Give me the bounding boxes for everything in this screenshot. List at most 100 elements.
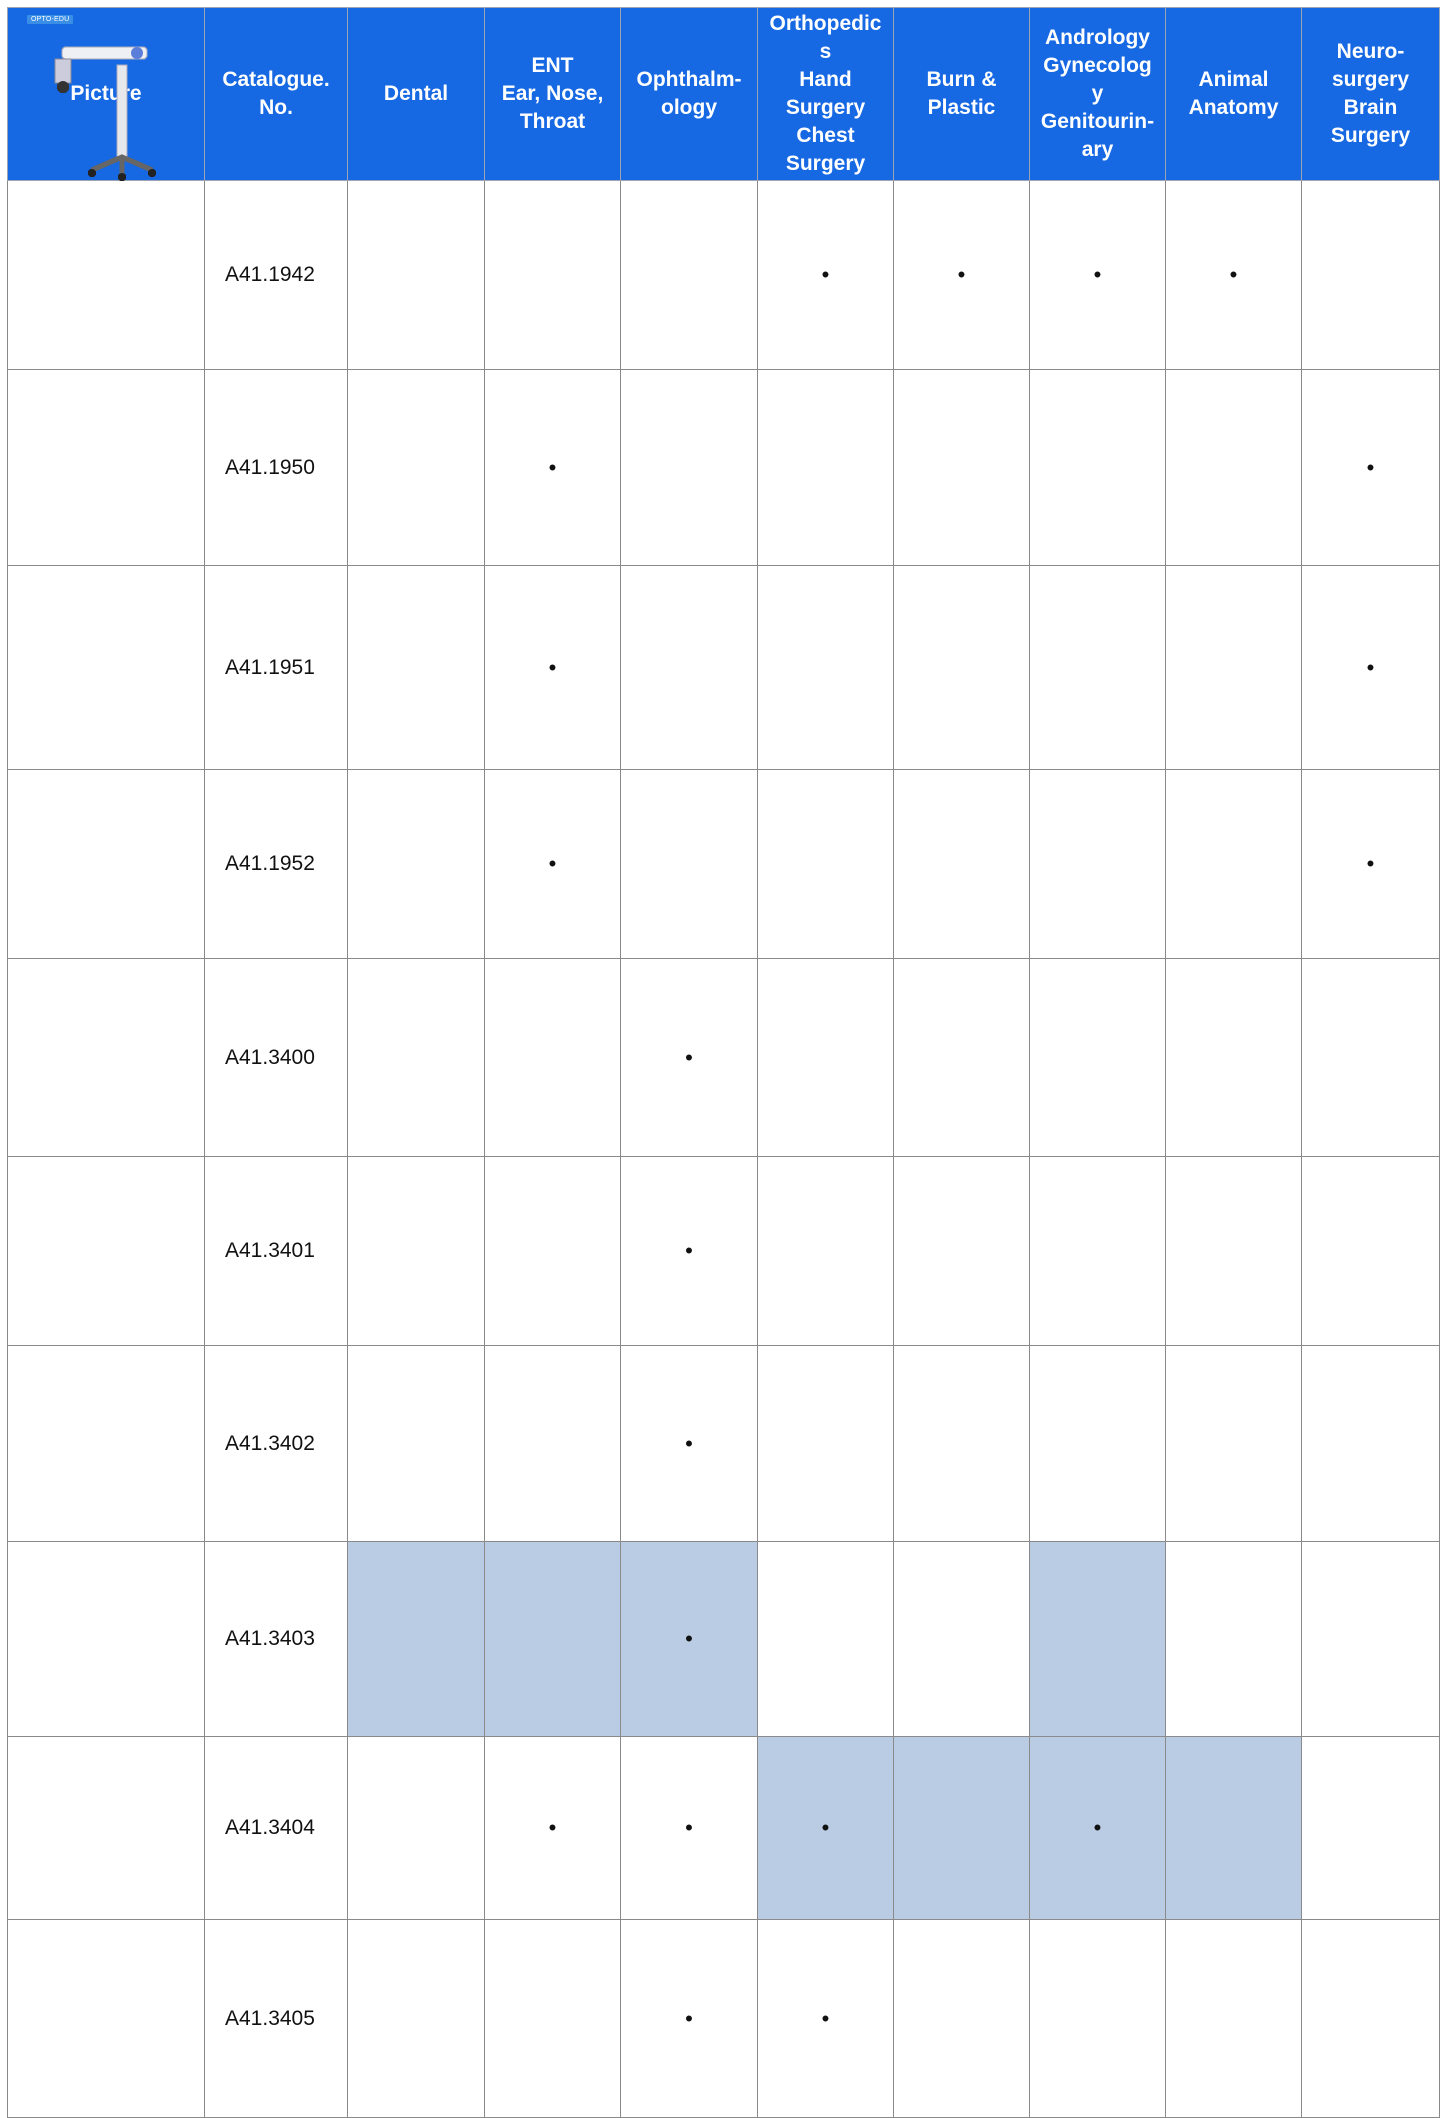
picture-cell: OPTO-EDU (7, 15, 205, 1542)
application-cell (757, 1156, 894, 1346)
application-cell: • (484, 565, 621, 770)
application-cell (1165, 1345, 1302, 1542)
table-row: OPTO-EDU A41.3401 • (7, 15, 1440, 1346)
header-cell: Ophthalm- ology (620, 7, 758, 181)
table-row: OPTO-EDU A41.3402 • (7, 15, 1440, 1542)
application-cell (620, 369, 758, 566)
application-cell (1029, 565, 1166, 770)
application-cell: • (893, 180, 1030, 370)
application-cell (484, 1919, 621, 2118)
application-cell (1029, 1156, 1166, 1346)
catalogue-number: A41.1952 (204, 769, 348, 959)
header-cell: Picture (7, 7, 205, 181)
catalogue-number: A41.3401 (204, 1156, 348, 1346)
picture-cell: OPTO-EDU (7, 15, 205, 1920)
application-cell (347, 1156, 485, 1346)
header-cell: Orthopedic s Hand Surgery Chest Surgery (757, 7, 894, 181)
application-cell (347, 1541, 485, 1737)
lens (57, 81, 69, 93)
application-cell (1301, 1919, 1440, 2118)
application-cell: • (620, 1919, 758, 2118)
header-cell: ENT Ear, Nose, Throat (484, 7, 621, 181)
stand-pole (116, 64, 128, 161)
application-cell (484, 1345, 621, 1542)
header-row: Picture Catalogue. No. Dental ENT Ear, Nose… (7, 7, 1440, 181)
application-cell: • (620, 1156, 758, 1346)
application-cell (347, 369, 485, 566)
application-cell: • (1301, 769, 1440, 959)
application-cell (620, 769, 758, 959)
application-cell (1165, 1541, 1302, 1737)
application-cell (347, 180, 485, 370)
catalogue-number: A41.3402 (204, 1345, 348, 1542)
application-cell (1165, 958, 1302, 1157)
application-cell (1165, 369, 1302, 566)
application-cell (347, 1919, 485, 2118)
header-cell: Andrology Gynecolog y Genitourin- ary (1029, 7, 1166, 181)
catalogue-number: A41.1950 (204, 369, 348, 566)
application-cell (893, 369, 1030, 566)
application-cell (1029, 1541, 1166, 1737)
application-cell (757, 1541, 894, 1737)
application-cell (893, 1736, 1030, 1920)
picture-cell: OPTO-EDU (7, 15, 205, 959)
catalogue-number: A41.3405 (204, 1919, 348, 2118)
wheel (148, 169, 156, 177)
base (91, 154, 153, 175)
application-cell: • (757, 1736, 894, 1920)
application-cell (484, 180, 621, 370)
application-cell (1301, 1156, 1440, 1346)
catalogue-number: A41.1951 (204, 565, 348, 770)
application-cell (893, 1541, 1030, 1737)
application-cell: • (757, 1919, 894, 2118)
application-cell (893, 769, 1030, 959)
wheel (118, 173, 126, 181)
application-cell (1301, 1345, 1440, 1542)
application-cell (1029, 1919, 1166, 2118)
application-cell (757, 1345, 894, 1542)
header-cell: Neuro- surgery Brain Surgery (1301, 7, 1440, 181)
application-cell (893, 1156, 1030, 1346)
table-row: OPTO-EDU A41.3405 • • (7, 15, 1440, 2118)
application-cell (1301, 1736, 1440, 1920)
header-cell: Dental (347, 7, 485, 181)
application-cell (757, 958, 894, 1157)
picture-cell: OPTO-EDU (7, 15, 205, 1737)
joint (131, 47, 143, 59)
application-cell: • (1029, 180, 1166, 370)
application-cell: • (484, 369, 621, 566)
picture-cell: OPTO-EDU (7, 15, 205, 770)
application-cell (347, 769, 485, 959)
application-cell (757, 369, 894, 566)
application-cell (1165, 1156, 1302, 1346)
header-cell: Burn & Plastic (893, 7, 1030, 181)
microscope-image (54, 46, 156, 181)
application-cell: • (1165, 180, 1302, 370)
picture-cell: OPTO-EDU (7, 15, 205, 1157)
application-cell (1165, 1919, 1302, 2118)
catalogue-number: A41.1942 (204, 180, 348, 370)
header-cell: Animal Anatomy (1165, 7, 1302, 181)
table-row: OPTO-EDU A41.3403 • (7, 15, 1440, 1737)
application-cell (347, 565, 485, 770)
application-cell: • (484, 1736, 621, 1920)
table-wrap: Picture Catalogue. No. Dental ENT Ear, Nose… (7, 7, 1440, 2118)
application-cell (1165, 565, 1302, 770)
table-body: OPTO-EDUA41.1942••••OPTO-EDUA41.1950••OP… (7, 15, 1440, 2118)
application-cell: • (620, 1736, 758, 1920)
application-cell: • (620, 1345, 758, 1542)
table-row: OPTO-EDU A41.3400 • (7, 15, 1440, 1157)
application-cell: • (620, 958, 758, 1157)
head (54, 58, 72, 84)
application-cell (620, 565, 758, 770)
catalogue-number: A41.3404 (204, 1736, 348, 1920)
application-cell: • (620, 1541, 758, 1737)
application-cell (1029, 958, 1166, 1157)
picture-cell: OPTO-EDU (7, 15, 205, 370)
